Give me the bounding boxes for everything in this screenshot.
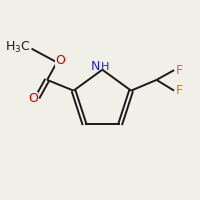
- Text: O: O: [55, 54, 65, 67]
- Text: F: F: [175, 84, 183, 97]
- Text: H: H: [100, 62, 109, 72]
- Text: H$_3$C: H$_3$C: [5, 40, 31, 55]
- Text: O: O: [28, 92, 38, 105]
- Text: F: F: [175, 64, 183, 77]
- Text: N: N: [91, 60, 100, 73]
